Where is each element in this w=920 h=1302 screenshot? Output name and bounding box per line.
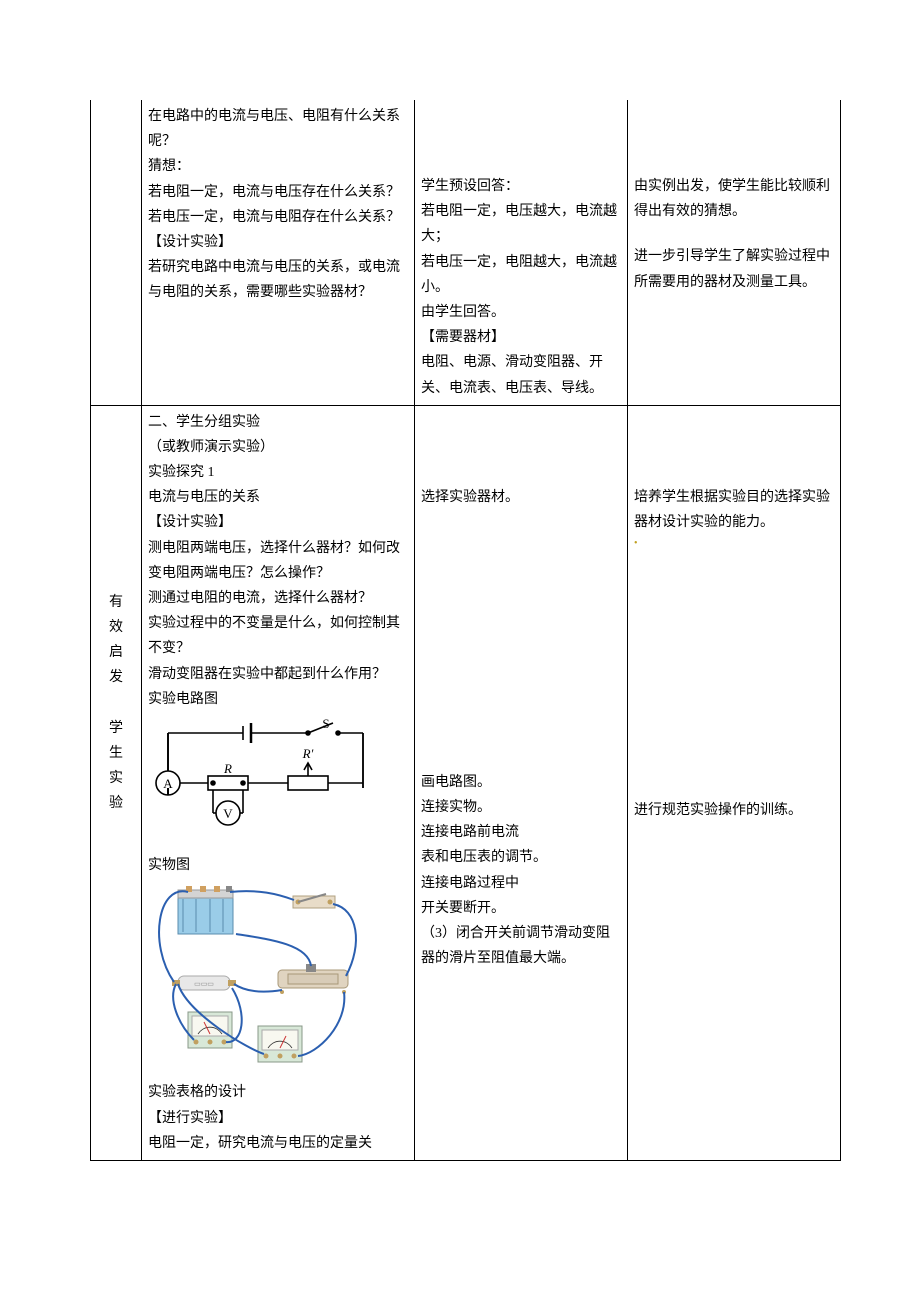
- text: 滑动变阻器在实验中都起到什么作用？: [148, 662, 408, 687]
- text: 若电阻一定，电流与电压存在什么关系？: [148, 180, 408, 205]
- teacher-activity-1: 在电路中的电流与电压、电阻有什么关系呢？ 猜想： 若电阻一定，电流与电压存在什么…: [142, 100, 415, 405]
- text: 【需要器材】: [421, 325, 621, 350]
- text: 若电压一定，电流与电阻存在什么关系？: [148, 205, 408, 230]
- annotation-mark: •: [634, 535, 834, 553]
- text: 画电路图。: [421, 770, 621, 795]
- side-char: [97, 690, 135, 715]
- text: 测电阻两端电压，选择什么器材？如何改变电阻两端电压？怎么操作？: [148, 536, 408, 586]
- text: 实验表格的设计: [148, 1080, 408, 1105]
- circuit-diagram: A V R R′ S: [148, 718, 378, 847]
- side-char: 发: [97, 665, 135, 690]
- text: 选择实验器材。: [421, 485, 621, 510]
- side-char: 实: [97, 766, 135, 791]
- text: 由实例出发，使学生能比较顺利得出有效的猜想。: [634, 174, 834, 224]
- text: 二、学生分组实验: [148, 410, 408, 435]
- text: 表和电压表的调节。: [421, 845, 621, 870]
- text: 连接电路过程中: [421, 871, 621, 896]
- text: 培养学生根据实验目的选择实验器材设计实验的能力。: [634, 485, 834, 535]
- side-label-blank: [91, 100, 142, 405]
- text: 电阻、电源、滑动变阻器、开关、电流表、电压表、导线。: [421, 350, 621, 400]
- side-char: 生: [97, 741, 135, 766]
- design-purpose-2: 培养学生根据实验目的选择实验器材设计实验的能力。 • 进行规范实验操作的训练。: [628, 405, 841, 1160]
- physical-wiring-diagram: ▭▭▭: [148, 884, 378, 1074]
- student-activity-1: 学生预设回答： 若电阻一定，电压越大，电流越大； 若电压一定，电阻越大，电流越小…: [415, 100, 628, 405]
- text: 由学生回答。: [421, 300, 621, 325]
- text: 若电压一定，电阻越大，电流越小。: [421, 250, 621, 300]
- text: 【进行实验】: [148, 1106, 408, 1131]
- text: 进一步引导学生了解实验过程中所需要用的器材及测量工具。: [634, 244, 834, 294]
- text: 【设计实验】: [148, 510, 408, 535]
- text: 【设计实验】: [148, 230, 408, 255]
- text: 进行规范实验操作的训练。: [634, 798, 834, 823]
- text: （3）闭合开关前调节滑动变阻器的滑片至阻值最大端。: [421, 921, 621, 971]
- side-char: 验: [97, 791, 135, 816]
- text: 测通过电阻的电流，选择什么器材？: [148, 586, 408, 611]
- text: 猜想：: [148, 154, 408, 179]
- lesson-plan-table: 在电路中的电流与电压、电阻有什么关系呢？ 猜想： 若电阻一定，电流与电压存在什么…: [90, 100, 841, 1161]
- text: 电流与电压的关系: [148, 485, 408, 510]
- side-label-experiment: 有效启发 学生实验: [91, 405, 142, 1160]
- text: 开关要断开。: [421, 896, 621, 921]
- text: 实物图: [148, 853, 408, 878]
- text: 电阻一定，研究电流与电压的定量关: [148, 1131, 408, 1156]
- text: 学生预设回答：: [421, 174, 621, 199]
- rheostat-label: R′: [302, 746, 314, 761]
- text: 实验过程中的不变量是什么，如何控制其不变？: [148, 611, 408, 661]
- text: 实验电路图: [148, 687, 408, 712]
- text: 连接实物。: [421, 795, 621, 820]
- text: 若电阻一定，电压越大，电流越大；: [421, 199, 621, 249]
- ammeter-label: A: [163, 776, 173, 791]
- text: 若研究电路中电流与电压的关系，或电流与电阻的关系，需要哪些实验器材？: [148, 255, 408, 305]
- side-char: 学: [97, 716, 135, 741]
- resistor-label: R: [223, 761, 232, 776]
- teacher-activity-2: 二、学生分组实验 （或教师演示实验） 实验探究 1 电流与电压的关系 【设计实验…: [142, 405, 415, 1160]
- side-char: 启: [97, 640, 135, 665]
- text: 实验探究 1: [148, 460, 408, 485]
- text: 在电路中的电流与电压、电阻有什么关系呢？: [148, 104, 408, 154]
- side-char: 有: [97, 590, 135, 615]
- switch-label: S: [322, 718, 329, 731]
- text: （或教师演示实验）: [148, 435, 408, 460]
- voltmeter-label: V: [223, 806, 233, 821]
- design-purpose-1: 由实例出发，使学生能比较顺利得出有效的猜想。 进一步引导学生了解实验过程中所需要…: [628, 100, 841, 405]
- text: 连接电路前电流: [421, 820, 621, 845]
- side-char: 效: [97, 615, 135, 640]
- student-activity-2: 选择实验器材。 画电路图。 连接实物。 连接电路前电流 表和电压表的调节。 连接…: [415, 405, 628, 1160]
- svg-text:▭▭▭: ▭▭▭: [194, 980, 214, 988]
